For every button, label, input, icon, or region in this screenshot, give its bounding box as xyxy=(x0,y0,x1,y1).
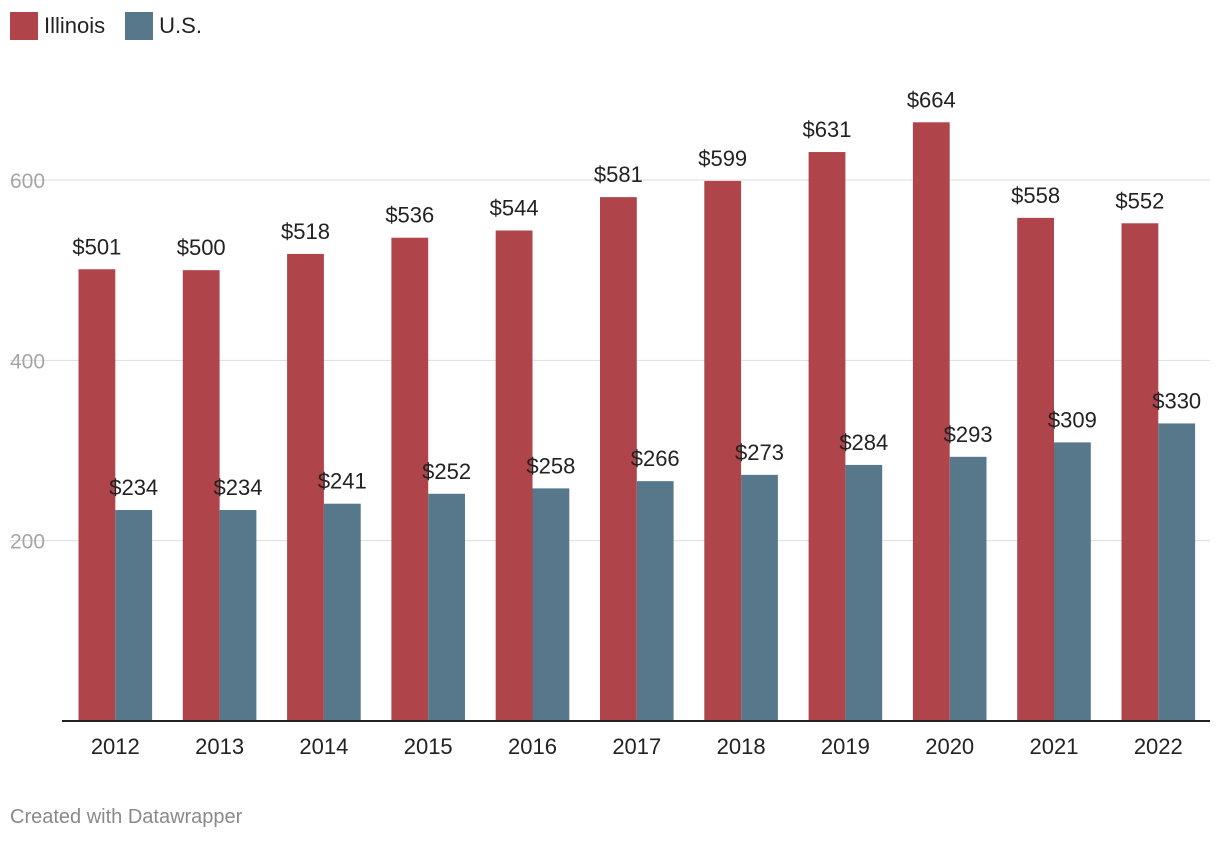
x-tick-label: 2017 xyxy=(612,734,661,759)
y-tick-label: 400 xyxy=(10,350,45,373)
x-tick-label: 2013 xyxy=(195,734,244,759)
y-tick-label: 600 xyxy=(10,170,45,193)
bar-us xyxy=(219,510,257,721)
bar-us xyxy=(741,474,778,721)
bar-us xyxy=(1054,442,1091,721)
data-label-us: $252 xyxy=(422,459,471,484)
bar-illinois xyxy=(78,269,116,721)
x-tick-label: 2014 xyxy=(299,734,348,759)
bar-us xyxy=(1158,423,1196,721)
bar-illinois xyxy=(1121,223,1159,721)
x-tick-label: 2012 xyxy=(91,734,140,759)
legend-label-us: U.S. xyxy=(159,13,202,38)
data-label-us: $234 xyxy=(109,475,158,500)
legend-swatch-us xyxy=(125,12,154,40)
x-tick-label: 2021 xyxy=(1030,734,1079,759)
data-label-us: $273 xyxy=(735,440,784,465)
bar-us xyxy=(845,464,883,721)
bar-us xyxy=(949,456,987,721)
bar-us xyxy=(115,510,153,721)
data-label-illinois: $631 xyxy=(803,117,852,142)
bar-chart: 200 400 600 $501 $234 2012 $500 $234 2013 $518 $24… xyxy=(10,87,1210,759)
bar-illinois xyxy=(704,180,742,721)
data-label-us: $266 xyxy=(631,446,680,471)
bar-illinois xyxy=(808,152,846,721)
bar-illinois xyxy=(600,197,637,722)
data-label-us: $258 xyxy=(526,453,575,478)
legend-item-us: U.S. xyxy=(125,12,202,40)
bar-us xyxy=(532,488,570,721)
data-label-illinois: $501 xyxy=(72,234,121,259)
bar-us xyxy=(323,503,361,721)
x-tick-label: 2019 xyxy=(821,734,870,759)
data-label-illinois: $518 xyxy=(281,219,330,244)
bar-illinois xyxy=(391,237,429,721)
x-tick-label: 2016 xyxy=(508,734,557,759)
data-label-us: $234 xyxy=(214,475,263,500)
data-label-us: $241 xyxy=(318,469,367,494)
data-label-us: $330 xyxy=(1152,388,1201,413)
legend-item-illinois: Illinois xyxy=(10,12,105,40)
x-tick-label: 2018 xyxy=(717,734,766,759)
x-tick-label: 2022 xyxy=(1134,734,1183,759)
data-label-illinois: $500 xyxy=(177,235,226,260)
bar-illinois xyxy=(287,253,324,722)
x-tick-label: 2020 xyxy=(925,734,974,759)
data-label-illinois: $552 xyxy=(1115,188,1164,213)
bar-illinois xyxy=(1017,217,1054,721)
x-tick-label: 2015 xyxy=(404,734,453,759)
credit-text: Created with Datawrapper xyxy=(10,806,243,828)
data-label-illinois: $536 xyxy=(385,203,434,228)
data-label-illinois: $581 xyxy=(594,162,643,187)
legend: Illinois U.S. xyxy=(10,12,202,40)
legend-swatch-illinois xyxy=(10,12,38,40)
bar-illinois xyxy=(182,270,220,721)
data-label-illinois: $664 xyxy=(907,87,956,112)
data-label-illinois: $544 xyxy=(490,195,539,220)
bar-illinois xyxy=(912,122,950,721)
data-label-us: $284 xyxy=(839,430,888,455)
data-label-us: $293 xyxy=(944,422,993,447)
data-label-illinois: $558 xyxy=(1011,183,1060,208)
bar-us xyxy=(428,493,465,721)
legend-label-illinois: Illinois xyxy=(44,13,106,38)
bar-illinois xyxy=(495,230,533,721)
y-tick-label: 200 xyxy=(10,531,45,554)
bar-us xyxy=(636,481,674,721)
data-label-illinois: $599 xyxy=(698,146,747,171)
data-label-us: $309 xyxy=(1048,407,1097,432)
